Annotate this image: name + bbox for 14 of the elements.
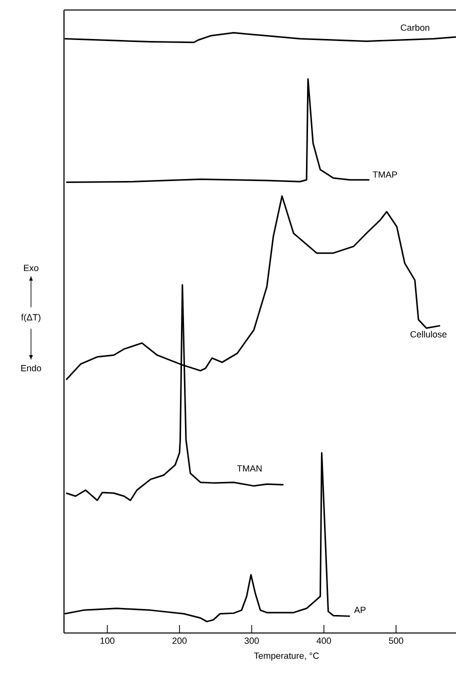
x-axis-title: Temperature, °C: [254, 652, 319, 661]
series-label: TMAN: [237, 465, 262, 472]
series-label: AP: [354, 606, 366, 613]
y-axis-title: f(ΔT): [21, 314, 40, 322]
x-tick-label: 300: [244, 638, 259, 644]
x-tick-label: 100: [100, 638, 114, 644]
series-label: Carbon: [400, 24, 430, 31]
text: Exo: [24, 264, 38, 272]
x-tick-label: 400: [316, 638, 332, 644]
x-tick-label: 500: [388, 638, 404, 644]
x-tick-label: 200: [172, 638, 187, 644]
series-label: Cellulose: [410, 330, 447, 338]
text: Endo: [21, 364, 42, 372]
series-label: TMAP: [372, 171, 398, 178]
